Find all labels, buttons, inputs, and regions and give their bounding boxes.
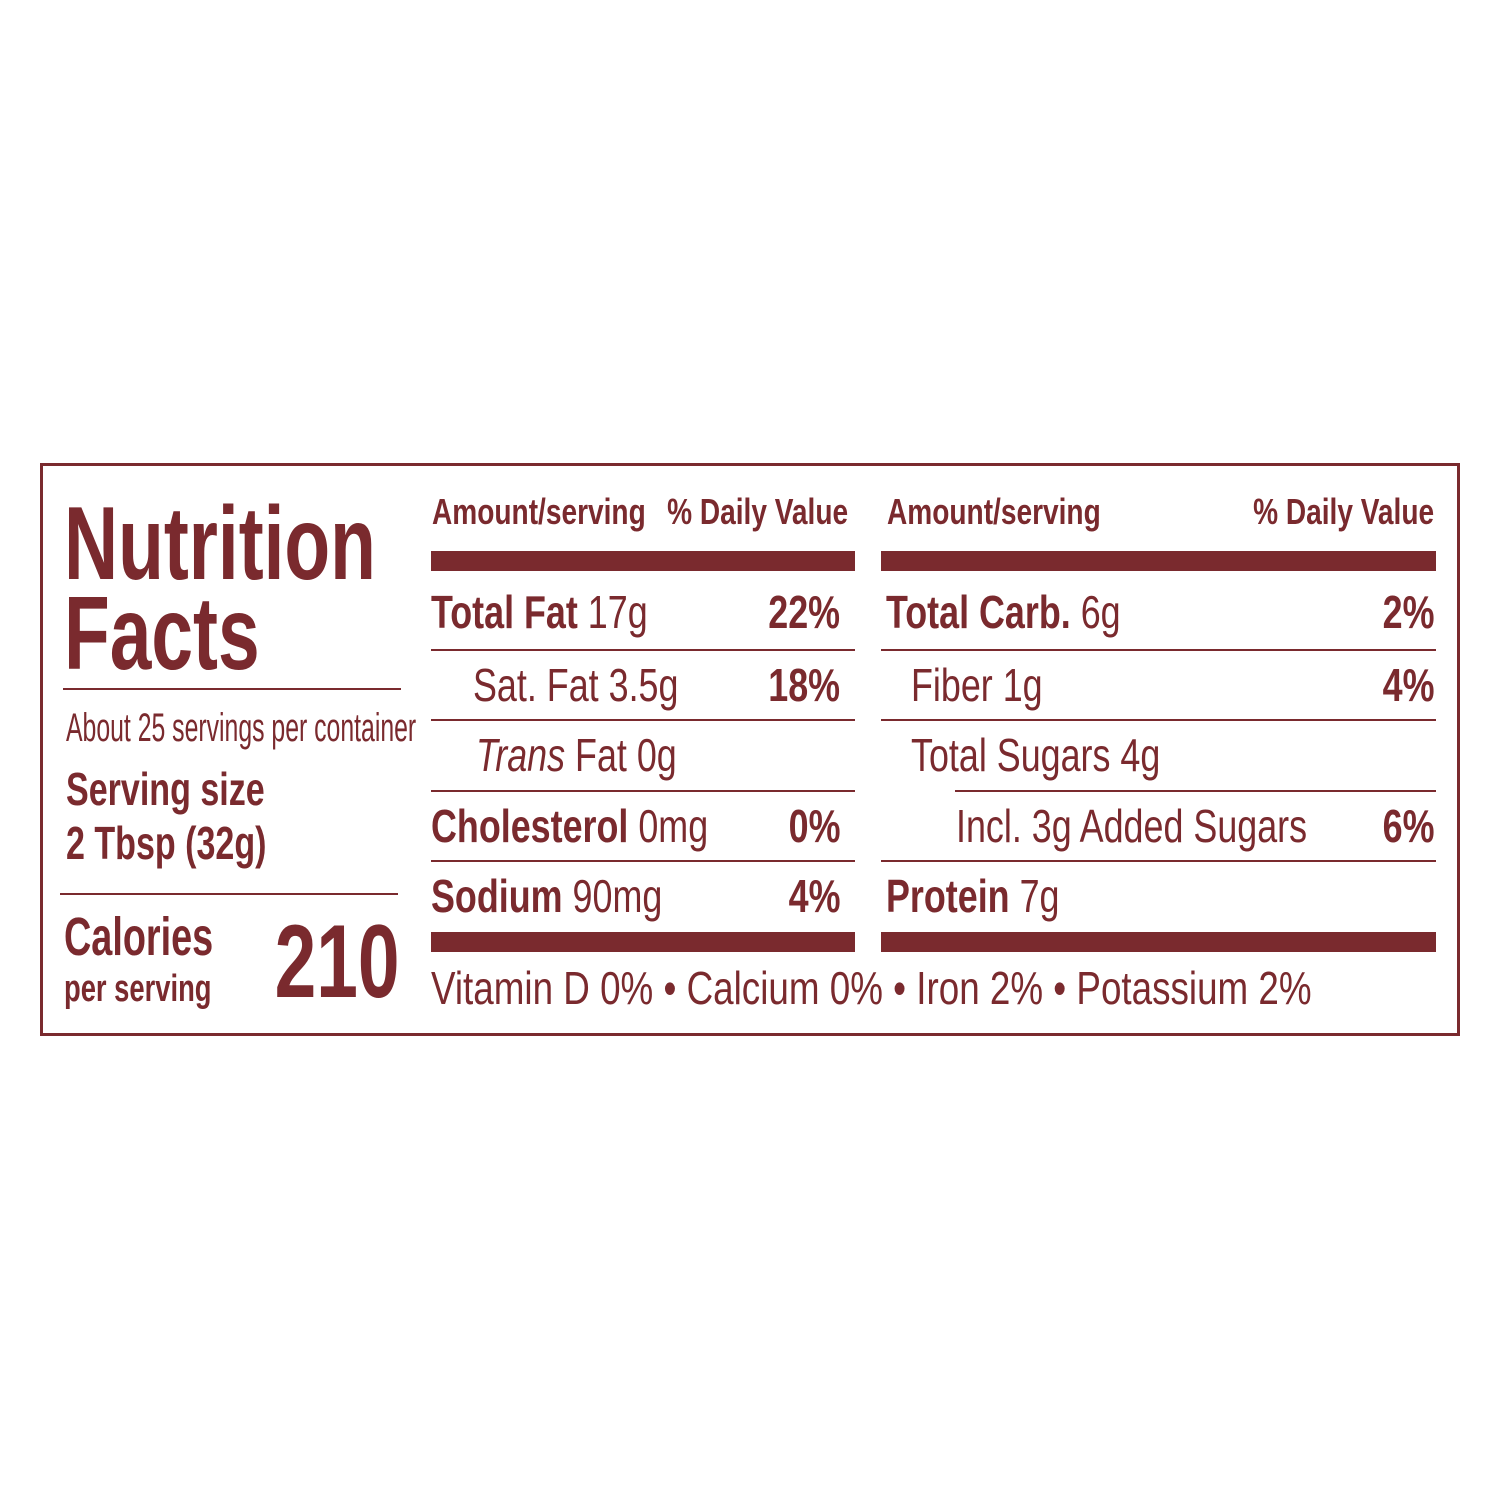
calories-sub: per serving [64, 968, 212, 1010]
divider [881, 719, 1436, 721]
divider [881, 860, 1436, 862]
thick-divider [881, 551, 1436, 571]
thick-divider [881, 932, 1436, 952]
calories-label: Calories [64, 907, 214, 967]
dv-sodium: 4% [788, 870, 840, 922]
nutrient-sat-fat: Sat. Fat 3.5g [473, 659, 679, 711]
nutrient-total-carb: Total Carb. 6g [886, 586, 1121, 638]
divider [60, 893, 398, 895]
serving-size-value: 2 Tbsp (32g) [66, 817, 267, 869]
header-amount: Amount/serving [432, 491, 646, 532]
dv-total-fat: 22% [768, 586, 840, 638]
nutrient-cholesterol: Cholesterol 0mg [431, 800, 709, 852]
nutrient-sodium: Sodium 90mg [431, 870, 663, 922]
divider [63, 688, 401, 690]
divider [431, 719, 855, 721]
divider [431, 790, 855, 792]
nutrient-total-fat: Total Fat 17g [431, 586, 648, 638]
dv-cholesterol: 0% [788, 800, 840, 852]
nutrient-protein: Protein 7g [886, 870, 1060, 922]
nutrient-fiber: Fiber 1g [911, 659, 1043, 711]
title-facts: Facts [64, 576, 260, 692]
servings-per-container: About 25 servings per container [66, 706, 417, 750]
title-nutrition: Nutrition [64, 486, 376, 602]
dv-fiber: 4% [1382, 659, 1434, 711]
header-dv: % Daily Value [666, 491, 848, 532]
dv-added-sugars: 6% [1382, 800, 1434, 852]
dv-sat-fat: 18% [768, 659, 840, 711]
nutrient-total-sugars: Total Sugars 4g [911, 729, 1161, 781]
micronutrients: Vitamin D 0% • Calcium 0% • Iron 2% • Po… [431, 962, 1312, 1014]
header-amount-right: Amount/serving [887, 491, 1101, 532]
divider [431, 649, 855, 651]
nutrient-added-sugars: Incl. 3g Added Sugars [956, 800, 1308, 852]
dv-total-carb: 2% [1382, 586, 1434, 638]
thick-divider [431, 551, 855, 571]
divider [881, 649, 1436, 651]
header-dv-right: % Daily Value [1252, 491, 1434, 532]
nutrient-trans-fat: Trans Fat 0g [476, 729, 677, 781]
calories-value: 210 [275, 904, 400, 1020]
nutrition-facts-panel [40, 463, 1460, 1036]
divider [431, 860, 855, 862]
serving-size-label: Serving size [66, 763, 265, 815]
thick-divider [431, 932, 855, 952]
divider [955, 790, 1436, 792]
